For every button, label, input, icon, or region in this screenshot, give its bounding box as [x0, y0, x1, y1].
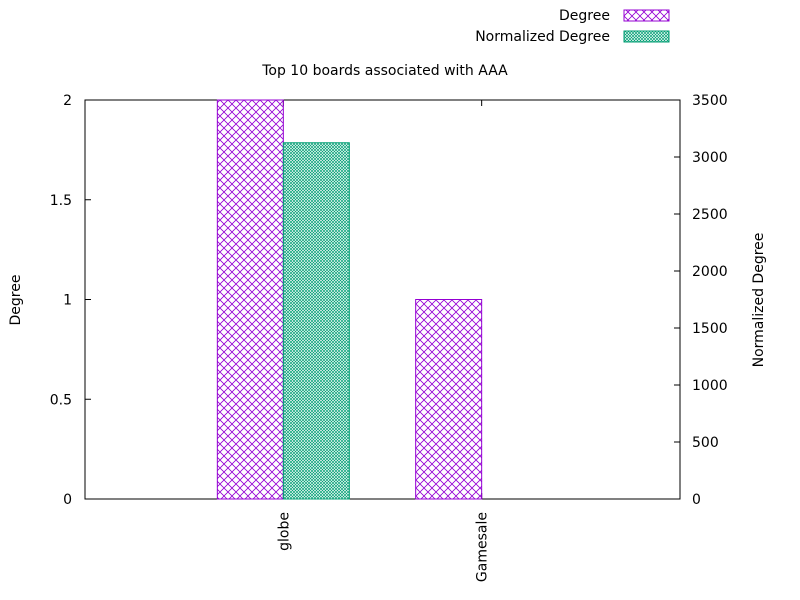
y2-tick-label: 0 — [692, 492, 701, 508]
x-tick-label: globe — [276, 512, 292, 551]
legend-swatch — [623, 9, 670, 22]
y2-tick-label: 500 — [692, 435, 719, 451]
legend-swatch — [623, 30, 670, 43]
y2-tick-label: 2500 — [692, 207, 728, 223]
y-tick-label: 1.5 — [50, 193, 72, 209]
y2-axis-label: Normalized Degree — [751, 233, 767, 368]
y-axis-label: Degree — [8, 275, 24, 326]
legend: Degree Normalized Degree — [475, 8, 670, 45]
legend-label: Normalized Degree — [475, 29, 610, 45]
bar-degree-gamesale — [415, 299, 483, 500]
bar-normalized-degree-globe — [282, 142, 350, 500]
legend-label: Degree — [559, 8, 610, 24]
chart-title: Top 10 boards associated with AAA — [261, 63, 508, 79]
y2-tick-label: 3500 — [692, 93, 728, 109]
y2-tick-label: 1500 — [692, 321, 728, 337]
bar-degree-globe — [216, 99, 284, 500]
y-tick-label: 1 — [63, 293, 72, 309]
y2-tick-label: 3000 — [692, 150, 728, 166]
y-tick-label: 2 — [63, 93, 72, 109]
x-tick-label: Gamesale — [475, 512, 491, 582]
plot-frame — [84, 99, 681, 500]
y-tick-label: 0.5 — [50, 392, 72, 408]
y2-tick-label: 1000 — [692, 378, 728, 394]
y-tick-label: 0 — [63, 492, 72, 508]
y2-tick-label: 2000 — [692, 264, 728, 280]
plot-area: 0 0.5 1 1.5 2 0 500 1000 1500 2000 2500 3000 3500 glo… — [50, 93, 728, 582]
